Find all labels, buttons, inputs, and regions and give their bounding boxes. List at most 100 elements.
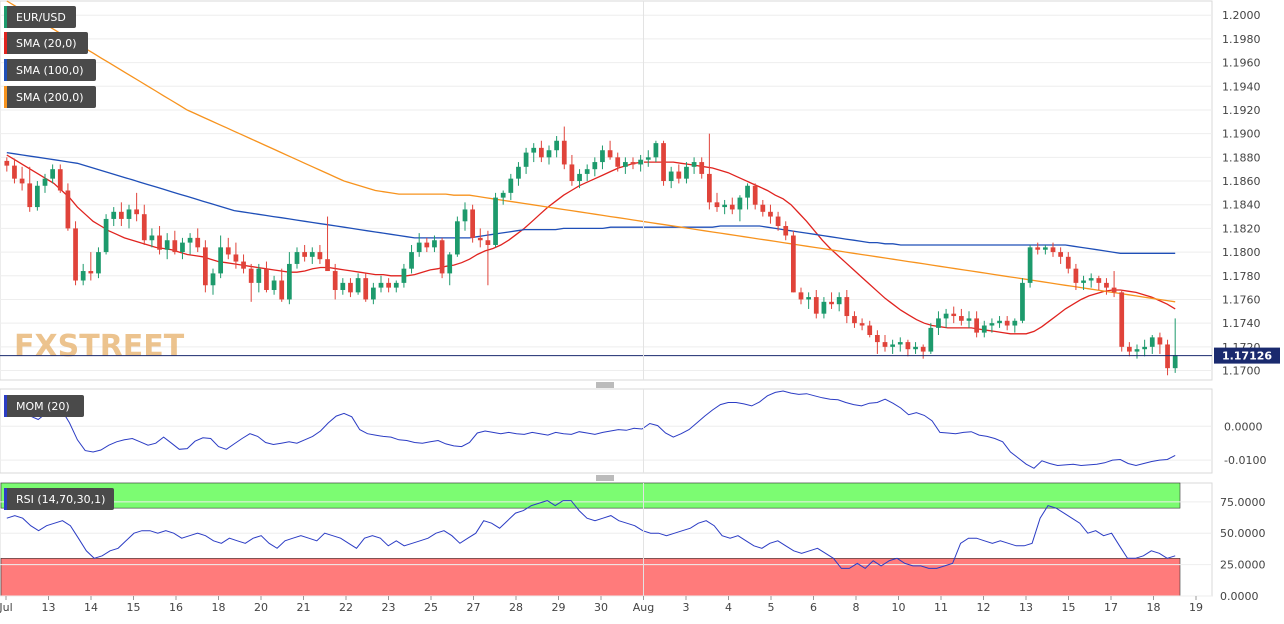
- rsi-tick-label: 0.0000: [1220, 590, 1259, 603]
- splitter-handle-2[interactable]: [596, 475, 614, 481]
- candle: [798, 287, 804, 305]
- candle: [653, 140, 659, 163]
- candle: [50, 164, 56, 184]
- price-tick-label: 1.1880: [1222, 151, 1261, 164]
- candle-body: [348, 282, 353, 293]
- candle: [348, 278, 353, 298]
- candle: [493, 192, 498, 248]
- price-tick-label: 1.1820: [1222, 222, 1261, 235]
- candle: [447, 252, 453, 286]
- last-price-badge: 1.17126: [1214, 347, 1280, 364]
- legend-mom-label: MOM (20): [16, 400, 70, 413]
- candle: [1035, 242, 1041, 255]
- candle-body: [111, 211, 117, 219]
- legend-sma100[interactable]: SMA (100,0): [4, 59, 96, 81]
- x-tick-label: 16: [169, 601, 183, 614]
- candle: [615, 152, 621, 172]
- x-tick-label: 20: [254, 601, 268, 614]
- candle: [370, 282, 376, 305]
- candle-body: [684, 166, 689, 179]
- legend-mom[interactable]: MOM (20): [4, 395, 84, 417]
- x-tick-label: 13: [1019, 601, 1033, 614]
- candle-body: [661, 143, 666, 182]
- candle: [714, 192, 720, 212]
- candle-body: [454, 221, 460, 255]
- candle: [829, 292, 834, 309]
- candle-body: [1012, 320, 1018, 326]
- candle-body: [508, 178, 514, 193]
- x-tick-label: 12: [977, 601, 991, 614]
- candle-body: [874, 334, 880, 343]
- candle: [936, 311, 941, 335]
- candle-body: [600, 150, 605, 163]
- candle-body: [989, 323, 995, 326]
- mom-grid: [0, 425, 1212, 461]
- candle: [859, 318, 865, 331]
- x-axis: Jul 13 14 15 16 18 20 21 22 23 25 27 28 29 30 Aug 3 4 5 6 8 1…: [0, 1, 1203, 614]
- candle-body: [355, 278, 361, 293]
- candle-body: [737, 197, 743, 210]
- price-panel: [0, 0, 1213, 381]
- candle: [241, 254, 246, 274]
- candle: [103, 214, 109, 255]
- candle: [363, 273, 369, 302]
- candle-body: [760, 204, 766, 212]
- rsi-grid: [0, 501, 1212, 597]
- candle-body: [1050, 247, 1056, 253]
- legend-sma200[interactable]: SMA (200,0): [4, 86, 96, 108]
- candle-body: [729, 204, 735, 210]
- candle-body: [1096, 278, 1102, 283]
- x-tick-label: 29: [552, 601, 566, 614]
- candle-body: [821, 301, 827, 314]
- x-tick-label: 10: [892, 601, 906, 614]
- legend-sma20[interactable]: SMA (20,0): [4, 32, 88, 54]
- candle: [645, 150, 651, 167]
- price-tick-label: 1.1780: [1222, 270, 1261, 283]
- candle-body: [936, 318, 941, 328]
- candle: [12, 158, 17, 184]
- candle-body: [607, 150, 613, 158]
- candle: [264, 261, 269, 293]
- candle: [325, 216, 330, 272]
- candle-body: [653, 143, 659, 158]
- candle: [279, 268, 285, 302]
- x-tick-label: 15: [127, 601, 141, 614]
- fxstreet-watermark: FXSTREET: [14, 329, 185, 364]
- candle: [187, 233, 193, 255]
- candle: [4, 157, 10, 172]
- candle-body: [897, 342, 903, 345]
- x-tick-label: 13: [42, 601, 56, 614]
- candle-body: [279, 280, 285, 300]
- candle: [1020, 278, 1025, 324]
- x-tick-label: 8: [853, 601, 860, 614]
- candle: [1065, 252, 1071, 274]
- candle-body: [27, 183, 33, 208]
- candle-body: [1073, 268, 1079, 283]
- x-tick-label: 28: [509, 601, 523, 614]
- candle-body: [1065, 256, 1071, 269]
- splitter-handle-1[interactable]: [596, 382, 614, 388]
- legend-symbol[interactable]: EUR/USD: [4, 6, 76, 28]
- candle: [1111, 271, 1117, 298]
- candle: [164, 233, 170, 260]
- candle-body: [867, 325, 873, 335]
- price-tick-label: 1.1840: [1222, 199, 1261, 212]
- legend-rsi[interactable]: RSI (14,70,30,1): [4, 488, 114, 510]
- candle: [157, 226, 162, 255]
- candle: [1104, 278, 1109, 295]
- candle-body: [149, 235, 155, 241]
- candle-body: [34, 185, 40, 208]
- candle-body: [852, 316, 857, 324]
- candle: [42, 173, 48, 193]
- candle: [393, 280, 399, 293]
- candle-body: [500, 192, 506, 198]
- candle-body: [1111, 287, 1117, 293]
- candle-body: [134, 209, 140, 215]
- candle: [34, 181, 40, 211]
- candle-body: [523, 152, 529, 167]
- price-tick-label: 1.1900: [1222, 128, 1261, 141]
- candle: [424, 237, 430, 253]
- candle: [248, 263, 254, 302]
- candle-body: [439, 240, 445, 274]
- rsi-tick-label: 75.0000: [1220, 496, 1266, 509]
